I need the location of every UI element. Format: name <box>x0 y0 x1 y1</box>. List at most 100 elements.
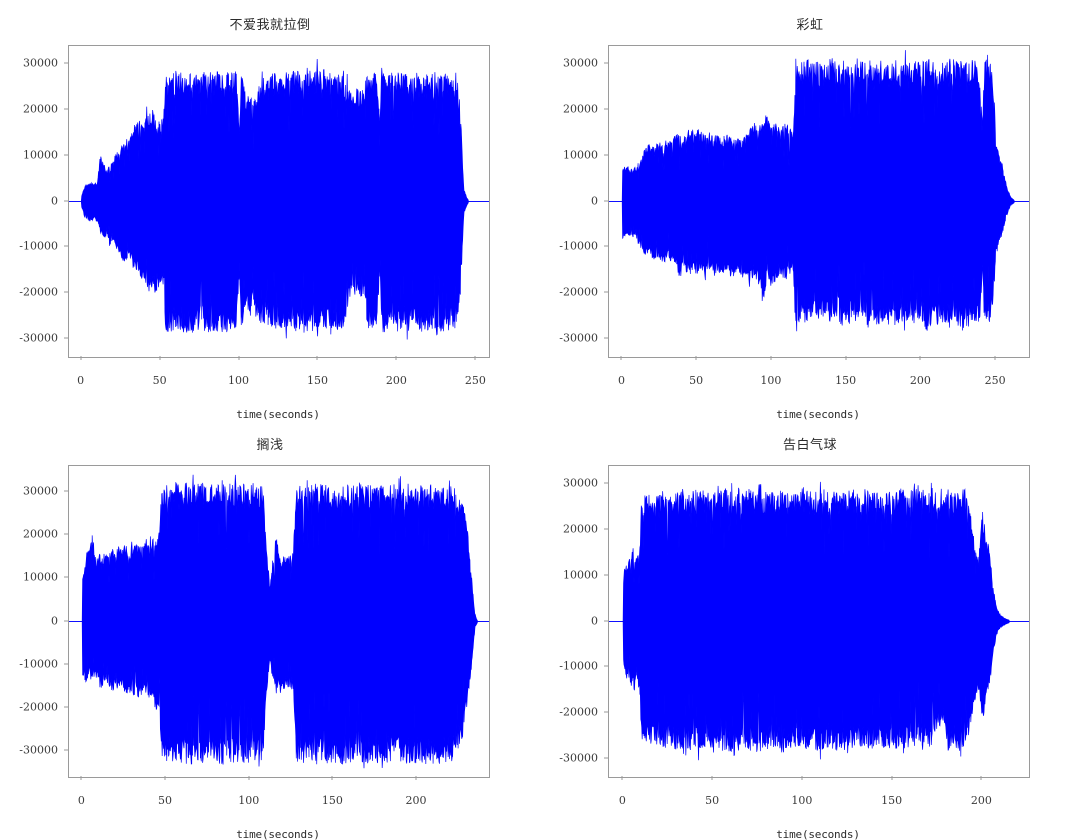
y-tick-label: 30000 <box>563 476 598 490</box>
x-tick-mark <box>891 776 893 780</box>
waveform-plot <box>69 58 489 340</box>
y-tick-mark <box>604 200 608 201</box>
y-tick-label: -30000 <box>559 331 598 345</box>
x-tick-label: 150 <box>881 794 903 807</box>
x-tick-label: 0 <box>617 374 625 387</box>
y-tick-label: 0 <box>591 194 598 207</box>
x-tick-label: 200 <box>385 374 407 387</box>
subplot-2-axes <box>68 465 490 778</box>
x-axis-label: time(seconds) <box>236 828 320 840</box>
y-tick-mark <box>604 108 608 110</box>
x-tick-mark <box>980 776 982 780</box>
y-tick-label: 0 <box>51 194 58 207</box>
subplot-3-title: 告白气球 <box>782 438 837 453</box>
x-tick-label: 100 <box>238 794 260 807</box>
x-tick-label: 100 <box>228 374 250 387</box>
x-tick-mark <box>994 356 996 360</box>
y-tick-label: 20000 <box>23 102 58 116</box>
x-tick-label: 100 <box>791 794 813 807</box>
y-tick-label: 30000 <box>23 56 58 70</box>
y-tick-mark <box>604 245 608 247</box>
y-tick-mark <box>64 749 68 751</box>
y-tick-label: -30000 <box>559 751 598 765</box>
y-tick-mark <box>604 574 608 576</box>
waveform-plot <box>609 481 1029 761</box>
x-tick-label: 50 <box>689 374 704 387</box>
waveform-plot <box>69 474 489 769</box>
subplot-1-axes <box>608 45 1030 358</box>
x-tick-mark <box>395 356 397 360</box>
y-tick-mark <box>64 490 68 492</box>
y-tick-label: -30000 <box>19 331 58 345</box>
x-tick-label: 250 <box>984 374 1006 387</box>
x-tick-mark <box>159 356 161 360</box>
x-tick-label: 200 <box>970 794 992 807</box>
y-tick-mark <box>64 337 68 339</box>
x-tick-label: 150 <box>835 374 857 387</box>
y-tick-label: -10000 <box>19 657 58 671</box>
y-tick-label: 10000 <box>563 568 598 582</box>
x-tick-label: 0 <box>77 374 85 387</box>
waveform-plot <box>609 50 1029 332</box>
x-tick-mark <box>474 356 476 360</box>
y-tick-label: -10000 <box>559 239 598 253</box>
y-tick-mark <box>604 665 608 667</box>
subplot-1: 彩虹 30000 20000 10000 0 -10000 -20000 -30000 0 50… <box>540 0 1080 421</box>
waveform-envelope <box>609 50 1029 332</box>
y-tick-mark <box>64 154 68 156</box>
y-tick-mark <box>604 757 608 759</box>
x-tick-label: 250 <box>464 374 486 387</box>
y-tick-mark <box>64 108 68 110</box>
y-tick-mark <box>64 706 68 708</box>
y-tick-label: 10000 <box>563 148 598 162</box>
x-tick-label: 50 <box>158 794 173 807</box>
y-tick-label: -10000 <box>559 659 598 673</box>
y-tick-label: 20000 <box>563 522 598 536</box>
x-tick-mark <box>248 776 250 780</box>
waveform-envelope <box>69 58 489 340</box>
y-tick-mark <box>64 533 68 535</box>
x-tick-label: 150 <box>321 794 343 807</box>
y-tick-label: 30000 <box>23 484 58 498</box>
y-tick-mark <box>604 291 608 293</box>
x-tick-label: 50 <box>152 374 167 387</box>
x-tick-label: 50 <box>705 794 720 807</box>
y-tick-label: -20000 <box>19 700 58 714</box>
waveform-envelope <box>609 481 1029 761</box>
y-tick-mark <box>64 62 68 64</box>
x-tick-label: 0 <box>77 794 85 807</box>
y-tick-label: 0 <box>591 614 598 627</box>
y-tick-mark <box>64 663 68 665</box>
y-tick-label: -30000 <box>19 743 58 757</box>
y-tick-mark <box>64 620 68 621</box>
y-tick-label: 10000 <box>23 570 58 584</box>
x-tick-mark <box>919 356 921 360</box>
x-tick-mark <box>80 356 82 360</box>
subplot-3-axes <box>608 465 1030 778</box>
y-tick-label: 30000 <box>563 56 598 70</box>
x-tick-mark <box>711 776 713 780</box>
x-tick-label: 0 <box>618 794 626 807</box>
x-tick-label: 150 <box>306 374 328 387</box>
x-axis-label: time(seconds) <box>776 828 860 840</box>
x-tick-mark <box>770 356 772 360</box>
y-tick-mark <box>64 200 68 201</box>
x-tick-mark <box>316 356 318 360</box>
y-tick-label: -20000 <box>559 285 598 299</box>
subplot-0-title: 不爱我就拉倒 <box>229 18 311 33</box>
y-tick-label: 20000 <box>563 102 598 116</box>
subplot-2-title: 搁浅 <box>256 438 284 453</box>
subplot-1-title: 彩虹 <box>796 18 824 33</box>
y-tick-mark <box>64 576 68 578</box>
subplot-0-axes <box>68 45 490 358</box>
x-axis-label: time(seconds) <box>236 408 320 421</box>
y-tick-label: -20000 <box>19 285 58 299</box>
x-tick-label: 200 <box>909 374 931 387</box>
y-tick-mark <box>604 62 608 64</box>
x-tick-mark <box>415 776 417 780</box>
y-tick-label: 10000 <box>23 148 58 162</box>
y-tick-mark <box>604 711 608 713</box>
x-tick-label: 100 <box>760 374 782 387</box>
x-tick-mark <box>80 776 82 780</box>
